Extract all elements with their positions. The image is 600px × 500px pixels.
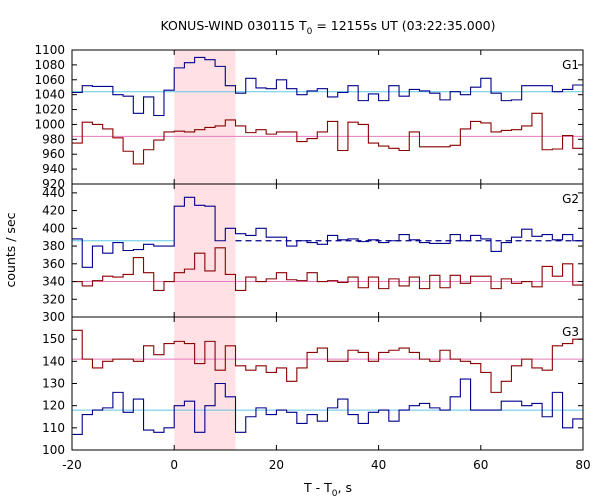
y-tick-label: 920 [42,177,65,191]
y-tick-label: 300 [42,310,65,324]
series-red-series [72,329,583,393]
y-tick-label: 940 [42,162,65,176]
y-tick-label: 400 [42,221,65,235]
panels: 920940960980100010201040106010801100G130… [34,43,590,472]
x-axis-label: T - T0, s [303,480,352,499]
panel-label: G3 [562,325,579,339]
y-tick-label: 120 [42,399,65,413]
y-tick-label: 1080 [34,58,65,72]
y-tick-label: 420 [42,204,65,218]
y-tick-label: 1060 [34,73,65,87]
y-tick-label: 1100 [34,43,65,57]
y-tick-label: 140 [42,354,65,368]
x-tick-label: 80 [575,458,590,472]
y-tick-label: 980 [42,132,65,146]
x-tick-label: 40 [371,458,386,472]
x-tick-label: 20 [269,458,284,472]
x-tick-label: 60 [473,458,488,472]
x-axis-label-subscript: 0 [332,489,338,499]
panel-frame [71,183,584,318]
y-tick-label: 440 [42,186,65,200]
y-tick-label: 1000 [34,117,65,131]
y-tick-label: 960 [42,147,65,161]
series-red-series [72,247,583,291]
panel-g3: 100 110 120 130 140 150 G3 [42,316,584,457]
y-tick-label: 320 [42,292,65,306]
y-tick-label: 100 [42,443,65,457]
y-tick-label: 130 [42,377,65,391]
chart-title-rest: = 12155s UT (03:22:35.000) [312,18,495,33]
series-blue-series [72,196,583,268]
y-tick-label: 360 [42,257,65,271]
chart-title-main: KONUS-WIND 030115 T [160,18,306,33]
panel-frame [71,49,584,185]
y-tick-label: 1040 [34,88,65,102]
series-blue-series [72,56,583,117]
panel-frame [71,316,584,451]
highlight-region [174,184,236,317]
y-tick-label: 380 [42,239,65,253]
y-tick-label: 1020 [34,103,65,117]
chart-title: KONUS-WIND 030115 T0 = 12155s UT (03:22:… [160,18,495,37]
panel-g2: 300 320 340 360 380 400 420 440 G2 [42,183,584,324]
y-tick-label: 340 [42,275,65,289]
panel-label: G2 [562,192,579,206]
x-axis-label-main: T - T [303,480,332,495]
x-axis-label-rest: , s [338,480,352,495]
panel-label: G1 [562,58,579,72]
highlight-region [174,50,236,184]
series-red-series [72,112,583,165]
x-tick-label: -20 [62,458,82,472]
chart-title-subscript: 0 [307,27,313,37]
y-axis-label: counts / sec [3,212,18,287]
x-tick-label: 0 [170,458,178,472]
y-tick-label: 150 [42,332,65,346]
series-blue-series [72,378,583,436]
y-tick-label: 110 [42,421,65,435]
